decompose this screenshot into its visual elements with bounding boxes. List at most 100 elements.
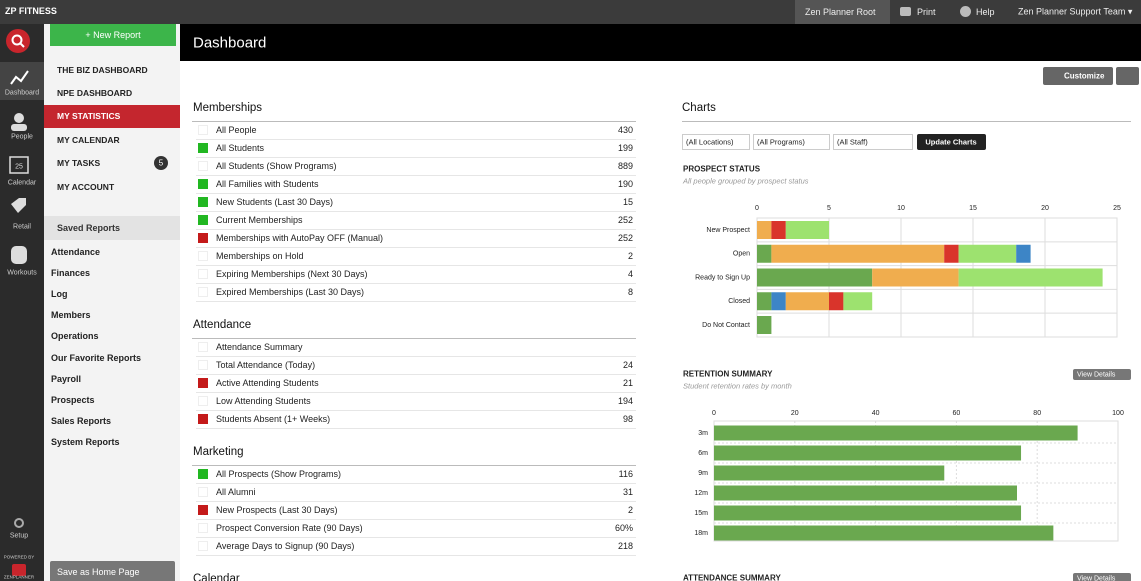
row-label[interactable]: New Students (Last 30 Days): [216, 197, 334, 207]
row-rule: [196, 501, 636, 502]
row-label[interactable]: All Students (Show Programs): [216, 161, 337, 171]
x-tick-label: 15: [969, 205, 977, 212]
nav-link[interactable]: MY TASKS: [57, 158, 101, 168]
row-label[interactable]: Memberships on Hold: [216, 251, 304, 261]
filter-select[interactable]: [833, 134, 913, 150]
print-icon: [900, 7, 911, 16]
indicator: [198, 360, 208, 370]
view-details-label: View Details: [1077, 371, 1116, 378]
saved-report[interactable]: Operations: [51, 331, 99, 342]
sidebar-label[interactable]: Workouts: [7, 269, 37, 277]
row-rule: [196, 428, 636, 429]
saved-report[interactable]: System Reports: [51, 436, 120, 447]
nav-link[interactable]: MY ACCOUNT: [57, 182, 115, 192]
row-value: 8: [627, 287, 633, 297]
row-label[interactable]: All People: [216, 125, 257, 135]
saved-report[interactable]: Attendance: [51, 247, 101, 257]
setup-label[interactable]: Setup: [9, 532, 29, 540]
topbar-item[interactable]: Zen Planner Support Team ▾: [1018, 6, 1133, 17]
row-rule: [196, 301, 636, 302]
section-rule: [192, 465, 636, 466]
row-rule: [196, 374, 636, 375]
row-label[interactable]: Students Absent (1+ Weeks): [216, 414, 331, 424]
nav-link[interactable]: NPE DASHBOARD: [57, 88, 133, 98]
row-value: 2: [627, 251, 633, 261]
filter-select[interactable]: [753, 134, 830, 150]
view-details-button[interactable]: [1073, 573, 1131, 581]
sidebar-label[interactable]: Calendar: [7, 179, 37, 187]
saved-report[interactable]: Our Favorite Reports: [51, 352, 142, 363]
bar: [714, 485, 1017, 501]
section-title: Memberships: [193, 102, 263, 114]
indicator: [198, 251, 208, 261]
saved-report[interactable]: Log: [51, 289, 68, 300]
row-value: 116: [618, 469, 633, 479]
update-button[interactable]: [917, 134, 986, 150]
bar-segment: [757, 221, 772, 239]
saved-report[interactable]: Prospects: [51, 394, 95, 405]
topbar-item[interactable]: Zen Planner Root: [805, 7, 876, 17]
y-tick-label: 18m: [694, 530, 708, 537]
nav-link[interactable]: MY CALENDAR: [57, 135, 120, 145]
bar-segment: [771, 292, 786, 311]
bar-segment: [958, 244, 1017, 263]
view-details-button[interactable]: [1073, 369, 1131, 380]
sidebar-icons: [0, 29, 44, 576]
row-label[interactable]: Current Memberships: [216, 215, 303, 225]
row-rule: [196, 157, 636, 158]
indicator: [198, 469, 208, 479]
sidebar-label[interactable]: People: [11, 133, 33, 141]
row-label[interactable]: Low Attending Students: [216, 396, 311, 406]
saved-report[interactable]: Members: [51, 310, 91, 321]
sidebar-label[interactable]: Dashboard: [4, 89, 40, 97]
saved-report[interactable]: Sales Reports: [51, 415, 112, 426]
indicator: [198, 125, 208, 135]
row-label[interactable]: Memberships with AutoPay OFF (Manual): [216, 233, 384, 243]
saved-report[interactable]: Payroll: [51, 373, 82, 384]
row-label[interactable]: Average Days to Signup (90 Days): [216, 541, 355, 551]
nav-link[interactable]: THE BIZ DASHBOARD: [57, 65, 148, 75]
row-label[interactable]: All Families with Students: [216, 179, 319, 189]
row-label[interactable]: Active Attending Students: [216, 378, 319, 388]
row-label[interactable]: Total Attendance (Today): [216, 360, 316, 370]
row-value: 190: [617, 179, 633, 189]
row-label[interactable]: Prospect Conversion Rate (90 Days): [216, 523, 363, 533]
row-label[interactable]: All Alumni: [216, 487, 256, 497]
chart-subtitle: All people grouped by prospect status: [683, 176, 809, 186]
refresh-button[interactable]: [1116, 67, 1139, 85]
y-tick-label: Ready to Sign Up: [695, 274, 750, 281]
row-rule: [196, 519, 636, 520]
new-report-button[interactable]: [50, 24, 176, 46]
row-rule: [196, 392, 636, 393]
save-home-button[interactable]: [50, 561, 175, 581]
sidebar-label[interactable]: Retail: [13, 223, 31, 231]
filter-select[interactable]: [682, 134, 750, 150]
calendar-day: 25: [15, 163, 23, 171]
chart-title: RETENTION SUMMARY: [683, 369, 773, 379]
nav-link[interactable]: MY STATISTICS: [57, 111, 121, 121]
indicator: [198, 215, 208, 225]
row-label[interactable]: Expired Memberships (Last 30 Days): [216, 287, 365, 297]
saved-header-bg: [44, 216, 180, 240]
y-tick-label: 6m: [698, 450, 708, 457]
row-rule: [196, 356, 636, 357]
row-rule: [196, 247, 636, 248]
saved-report[interactable]: Finances: [51, 268, 91, 279]
row-label[interactable]: Expiring Memberships (Next 30 Days): [216, 269, 368, 279]
customize-button[interactable]: [1043, 67, 1113, 85]
row-label[interactable]: All Prospects (Show Programs): [216, 469, 342, 479]
row-value: 430: [617, 125, 633, 135]
row-label[interactable]: New Prospects (Last 30 Days): [216, 505, 338, 515]
indicator: [198, 287, 208, 297]
row-rule: [196, 483, 636, 484]
bar: [714, 445, 1022, 461]
row-value: 199: [617, 143, 633, 153]
bar-segment: [757, 316, 772, 334]
topbar-item[interactable]: Print: [917, 7, 936, 17]
row-label[interactable]: All Students: [216, 143, 265, 153]
badge-bg: [154, 156, 168, 170]
y-tick-label: Closed: [728, 298, 750, 305]
row-label[interactable]: Attendance Summary: [216, 342, 303, 352]
row-rule: [196, 537, 636, 538]
topbar-item[interactable]: Help: [976, 7, 995, 17]
